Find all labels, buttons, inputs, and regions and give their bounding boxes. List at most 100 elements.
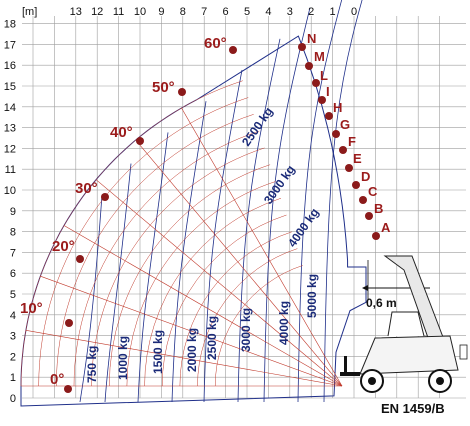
y-tick-label: 7	[10, 247, 16, 259]
angle-marker-label: 0°	[50, 371, 64, 388]
angle-marker-dot	[65, 319, 73, 327]
extension-marker-label: B	[374, 201, 383, 216]
y-tick-label: 2	[10, 351, 16, 363]
y-tick-label: 9	[10, 206, 16, 218]
angle-marker-dot	[229, 46, 237, 54]
x-tick-label: 6	[223, 6, 229, 18]
extension-arcs	[20, 80, 303, 387]
y-tick-label: 5	[10, 289, 16, 301]
x-tick-label: 12	[91, 6, 103, 18]
angle-marker-label: 30°	[75, 180, 98, 197]
x-tick-label: 10	[134, 6, 146, 18]
boom-radial-line	[63, 225, 343, 387]
extension-marker-label: A	[381, 220, 391, 235]
y-tick-label: 18	[4, 19, 16, 31]
extension-marker-label: H	[333, 100, 342, 115]
load-zone-boundary	[263, 7, 311, 403]
x-tick-label: 8	[180, 6, 186, 18]
standard-label: EN 1459/B	[381, 401, 445, 416]
extension-marker-dot	[332, 130, 340, 138]
boom-radial-lines	[21, 107, 343, 387]
load-zone-label: 3000 kg	[239, 308, 253, 352]
angle-marker-dot	[178, 88, 186, 96]
x-tick-label: 3	[287, 6, 293, 18]
extension-arc	[197, 248, 298, 387]
extension-arc	[144, 197, 282, 387]
telehandler-forks	[340, 372, 360, 376]
angle-marker-label: 20°	[52, 238, 75, 255]
x-tick-label: 4	[265, 6, 271, 18]
boom-radial-line	[135, 139, 343, 387]
extension-marker-dot	[372, 232, 380, 240]
x-axis-unit: [m]	[22, 6, 37, 18]
axes: [m] 13 12 11 10 9 8 7 6 5 4 3 2 1 00123456789101112131…	[4, 6, 357, 405]
telehandler-hub	[436, 377, 444, 385]
load-zone-boundary	[203, 69, 243, 403]
load-zone-boundary	[323, 0, 363, 403]
telehandler-body	[359, 335, 459, 375]
angle-marker-label: 40°	[110, 124, 133, 141]
load-zone-label: 750 kg	[85, 346, 99, 383]
telehandler-fork-carriage	[344, 356, 347, 376]
diagonal-load-label: 2500 kg	[239, 105, 276, 149]
extension-marker-dot	[345, 164, 353, 172]
dimension-arrow	[362, 285, 368, 291]
extension-marker-label: I	[326, 84, 330, 99]
y-tick-label: 13	[4, 123, 16, 135]
extension-marker-dot	[325, 112, 333, 120]
y-tick-label: 17	[4, 39, 16, 51]
extension-marker-label: D	[361, 169, 370, 184]
load-zone-label: 2000 kg	[185, 328, 199, 372]
y-tick-label: 16	[4, 60, 16, 72]
extension-marker-label: G	[340, 117, 350, 132]
extension-arc	[56, 114, 254, 387]
extension-marker-dot	[318, 96, 326, 104]
boom-radial-line	[95, 179, 343, 387]
x-tick-label: 13	[70, 6, 82, 18]
load-zone-boundary	[137, 132, 169, 403]
y-tick-label: 3	[10, 331, 16, 343]
y-tick-label: 6	[10, 268, 16, 280]
load-zone-boundary	[237, 38, 281, 403]
extension-marker-label: F	[348, 134, 356, 149]
extension-marker-dot	[359, 196, 367, 204]
extension-marker-label: E	[353, 151, 362, 166]
angle-marker-dot	[76, 255, 84, 263]
angle-marker-dot	[136, 137, 144, 145]
load-zone-label: 4000 kg	[277, 301, 291, 345]
y-tick-label: 11	[5, 164, 16, 176]
extension-arc	[161, 214, 287, 387]
angle-marker-label: 60°	[204, 35, 227, 52]
extension-arc	[214, 265, 303, 387]
extension-arc	[38, 97, 249, 387]
telehandler-cab	[387, 311, 425, 337]
x-tick-label: 7	[201, 6, 207, 18]
angle-marker-dot	[101, 193, 109, 201]
extension-marker-dot	[298, 43, 306, 51]
angle-marker-label: 50°	[152, 79, 175, 96]
extension-marker-label: L	[320, 68, 328, 83]
grid	[22, 16, 466, 399]
extension-marker-dot	[352, 181, 360, 189]
dimension-label: 0,6 m	[366, 296, 397, 310]
x-tick-label: 0	[351, 6, 357, 18]
angle-marker-dot	[64, 385, 72, 393]
extension-marker-dot	[312, 79, 320, 87]
load-zone-boundary	[79, 194, 103, 403]
load-zone-boundary	[104, 163, 132, 403]
y-tick-label: 1	[10, 372, 16, 384]
boom-radial-line	[40, 275, 343, 387]
y-tick-label: 12	[4, 143, 16, 155]
y-tick-label: 15	[4, 81, 16, 93]
load-zone-label: 1500 kg	[151, 330, 165, 374]
extension-marker-dot	[305, 62, 313, 70]
x-tick-label: 5	[244, 6, 250, 18]
y-tick-label: 4	[10, 310, 16, 322]
extension-arc	[91, 147, 265, 387]
y-tick-label: 8	[10, 227, 16, 239]
x-tick-label: 2	[308, 6, 314, 18]
boom-radial-line	[25, 330, 343, 387]
y-tick-label: 0	[10, 393, 16, 405]
